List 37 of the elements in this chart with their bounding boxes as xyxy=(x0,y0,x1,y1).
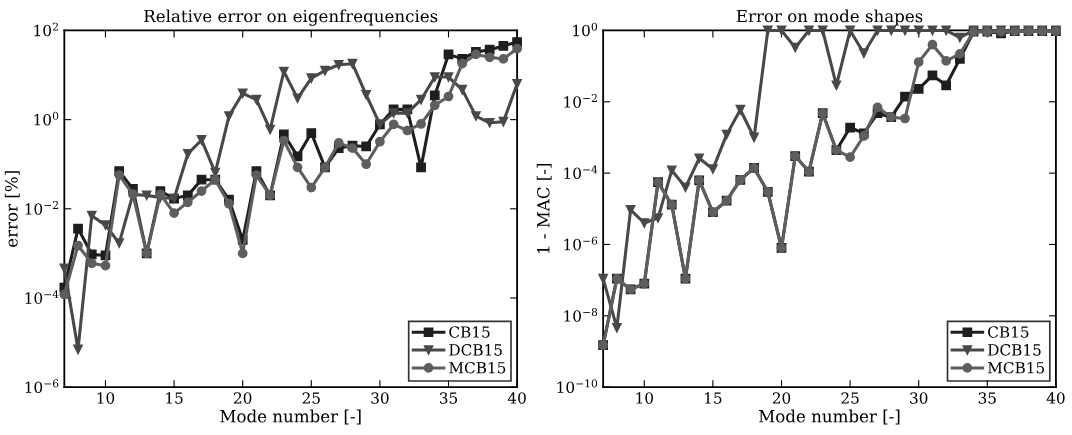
legend-label: MCB15 xyxy=(987,361,1045,374)
x-tick-label: 30 xyxy=(371,392,389,404)
legend-label: CB15 xyxy=(988,326,1029,338)
x-tick-label: 20 xyxy=(772,392,791,404)
x-tick-label: 40 xyxy=(1046,392,1065,404)
y-axis-title: 1 - MAC [-] xyxy=(536,163,552,254)
x-tick-label: 35 xyxy=(978,392,996,404)
x-tick-label: 15 xyxy=(166,392,183,404)
chart-title: Relative error on eigenfrequencies xyxy=(144,9,438,26)
y-tick-label: 10$^{2}$ xyxy=(34,22,58,37)
y-tick-label: 10$^{0}$ xyxy=(34,111,59,126)
x-axis-title: Mode number [-] xyxy=(759,409,900,425)
y-tick-label: 10$^{−2}$ xyxy=(25,201,58,215)
y-tick-label: 10$^{−2}$ xyxy=(564,94,597,108)
y-tick-label: 10$^{−10}$ xyxy=(557,379,598,394)
legend-label: MCB15 xyxy=(449,361,506,374)
legend-label: CB15 xyxy=(449,326,490,338)
x-tick-label: 15 xyxy=(705,392,722,404)
y-tick-label: 10$^{−6}$ xyxy=(25,379,59,394)
x-tick-label: 25 xyxy=(841,392,859,404)
chart-title: Error on mode shapes xyxy=(736,9,923,26)
x-axis-title: Mode number [-] xyxy=(220,409,361,425)
y-tick-label: 10$^{0}$ xyxy=(573,22,598,37)
legend-label: DCB15 xyxy=(988,344,1041,356)
y-tick-label: 10$^{−6}$ xyxy=(564,236,598,251)
legend-label: DCB15 xyxy=(449,344,502,356)
x-tick-label: 10 xyxy=(97,392,115,404)
y-tick-label: 10$^{−4}$ xyxy=(564,165,598,180)
y-tick-label: 10$^{−4}$ xyxy=(25,290,59,304)
x-tick-label: 25 xyxy=(302,392,320,404)
x-tick-label: 10 xyxy=(636,392,653,404)
x-tick-label: 35 xyxy=(439,392,458,404)
x-tick-label: 30 xyxy=(910,392,928,404)
y-axis-title: error [%] xyxy=(4,171,20,247)
x-tick-label: 20 xyxy=(234,392,252,404)
y-tick-label: 10$^{−8}$ xyxy=(564,308,598,322)
x-tick-label: 40 xyxy=(507,392,526,404)
